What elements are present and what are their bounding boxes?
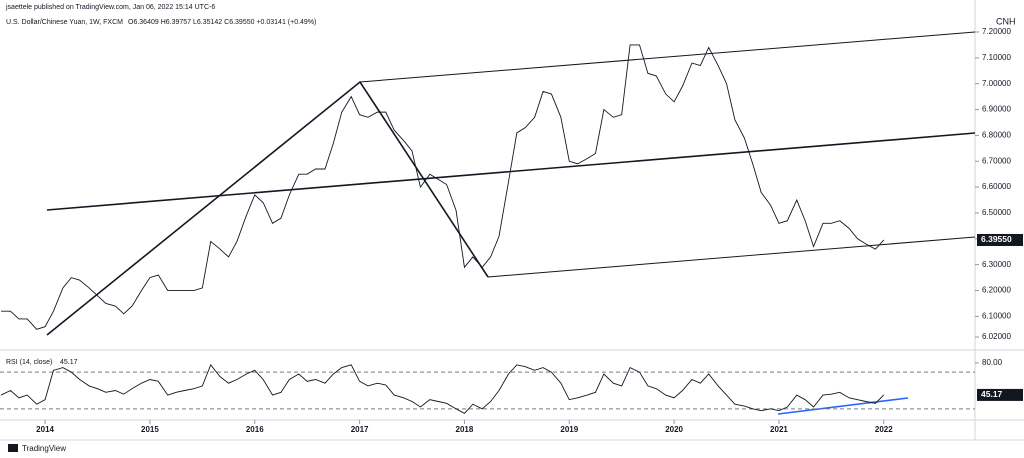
last-value-box xyxy=(977,388,1023,401)
y-tick-label: 7.00000 xyxy=(982,79,1011,88)
rsi-trend-line xyxy=(777,397,909,415)
series-line xyxy=(1,44,885,330)
channel-upper xyxy=(359,31,976,83)
x-tick-label: 2014 xyxy=(36,425,54,434)
rsi-title: RSI (14, close) xyxy=(6,359,52,366)
y-tick-label: 7.20000 xyxy=(982,27,1011,36)
ohlc-legend: O6.36409 H6.39757 L6.35142 C6.39550 +0.0… xyxy=(128,19,316,26)
symbol: CNH xyxy=(996,16,1016,26)
channel-lower xyxy=(487,236,976,278)
x-tick-label: 2019 xyxy=(560,425,578,434)
brand: TradingView xyxy=(22,444,66,453)
last-value-label: 45.17 xyxy=(981,389,1003,399)
y-tick-label: 6.60000 xyxy=(982,182,1011,191)
y-tick-label: 6.50000 xyxy=(982,208,1011,217)
chart-title: U.S. Dollar/Chinese Yuan, 1W, FXCM xyxy=(6,19,123,26)
last-value-label: 6.39550 xyxy=(981,234,1012,244)
y-tick-label: 6.90000 xyxy=(982,105,1011,114)
x-tick-label: 2018 xyxy=(456,425,474,434)
zigzag xyxy=(46,80,489,336)
y-tick-label: 6.20000 xyxy=(982,286,1011,295)
drawings xyxy=(46,31,976,415)
y-tick-label: 6.30000 xyxy=(982,260,1011,269)
x-tick-label: 2021 xyxy=(770,425,788,434)
y-tick-label: 6.80000 xyxy=(982,131,1011,140)
x-tick-label: 2022 xyxy=(875,425,893,434)
y-tick-label: 7.10000 xyxy=(982,53,1011,62)
brand-logo xyxy=(8,444,18,452)
trend-line xyxy=(46,132,976,211)
y-tick-label: 6.70000 xyxy=(982,156,1011,165)
y-tick-label: 6.02000 xyxy=(982,332,1011,341)
x-tick-label: 2016 xyxy=(246,425,264,434)
y-tick-label: 80.00 xyxy=(982,358,1003,367)
x-tick-label: 2020 xyxy=(665,425,683,434)
publisher: jsaettele published on TradingView.com, … xyxy=(5,4,215,11)
x-tick-label: 2015 xyxy=(141,425,159,434)
y-tick-label: 6.10000 xyxy=(982,311,1011,320)
rsi-value: 45.17 xyxy=(60,359,78,366)
x-tick-label: 2017 xyxy=(351,425,369,434)
series-line xyxy=(0,363,885,414)
last-value-box xyxy=(977,233,1023,246)
